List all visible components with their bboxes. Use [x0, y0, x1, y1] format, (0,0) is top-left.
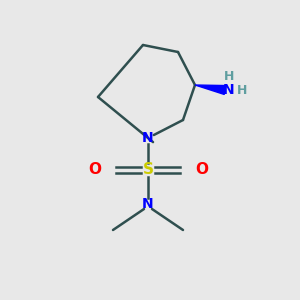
Text: O: O: [88, 163, 101, 178]
Text: H: H: [224, 70, 234, 83]
Text: S: S: [142, 163, 154, 178]
Text: N: N: [223, 83, 235, 97]
Text: N: N: [142, 197, 154, 211]
Polygon shape: [195, 85, 226, 94]
Text: N: N: [142, 131, 154, 145]
Text: H: H: [237, 83, 247, 97]
Text: O: O: [195, 163, 208, 178]
